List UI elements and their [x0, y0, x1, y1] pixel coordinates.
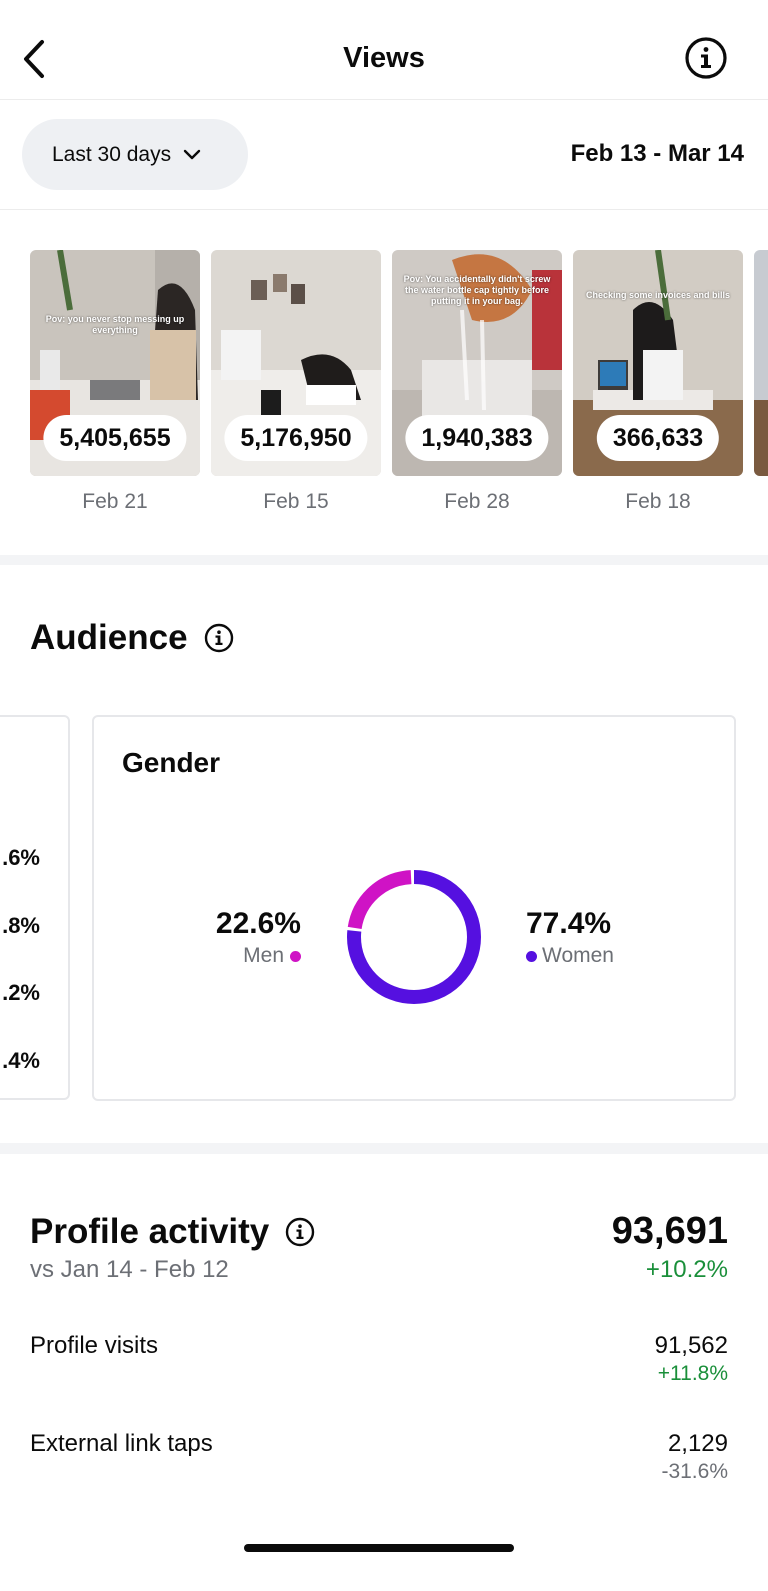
men-label: Men — [243, 944, 284, 967]
thumbnail-image — [754, 250, 768, 476]
audience-card-previous[interactable]: .6% .8% .2% .4% — [0, 715, 70, 1100]
thumbnail-date: Feb 15 — [263, 490, 329, 513]
content-thumbnail-partial[interactable] — [754, 250, 768, 476]
thumbnail-caption: Pov: You accidentally didn't screw the w… — [403, 274, 551, 306]
audience-heading: Audience — [30, 618, 234, 658]
profile-activity-total: 93,691 — [611, 1210, 728, 1252]
page-title: Views — [343, 42, 425, 74]
women-percent: 77.4% — [526, 907, 612, 940]
content-thumbnail[interactable]: Pov: You accidentally didn't screw the w… — [392, 250, 562, 476]
comparison-period: vs Jan 14 - Feb 12 — [30, 1256, 229, 1283]
men-legend: Men — [243, 944, 301, 968]
content-thumbnail[interactable]: 5,176,950 — [211, 250, 381, 476]
top-bar: Views — [0, 0, 768, 100]
top-content-strip: Pov: you never stop messing up everythin… — [0, 210, 768, 565]
men-percent: 22.6% — [215, 907, 301, 940]
thumbnail-date: Feb 28 — [444, 490, 510, 513]
women-label: Women — [542, 944, 614, 967]
gender-title: Gender — [122, 747, 221, 778]
info-icon[interactable] — [204, 623, 234, 653]
view-count: 366,633 — [596, 415, 720, 461]
men-arc — [347, 870, 481, 1004]
thumbnail-caption: Pov: you never stop messing up everythin… — [45, 314, 185, 335]
thumbnail-date: Feb 21 — [82, 490, 148, 513]
date-range-text: Feb 13 - Mar 14 — [570, 140, 744, 167]
profile-activity-heading: Profile activity — [30, 1212, 315, 1252]
thumbnail-date: Feb 18 — [625, 490, 691, 513]
date-range-row: Last 30 days Feb 13 - Mar 14 — [0, 100, 768, 210]
external-link-taps-change: -31.6% — [661, 1460, 728, 1483]
info-button[interactable] — [684, 36, 728, 80]
external-link-taps-label: External link taps — [30, 1430, 213, 1457]
women-legend: Women — [526, 944, 614, 968]
audience-title: Audience — [30, 618, 188, 657]
audience-percent: .4% — [2, 1048, 40, 1073]
profile-visits-change: +11.8% — [657, 1362, 728, 1385]
gender-donut-chart — [347, 870, 481, 1004]
chevron-left-icon — [24, 40, 44, 78]
profile-visits-value: 91,562 — [654, 1332, 728, 1359]
women-dot — [526, 950, 537, 962]
date-range-dropdown[interactable]: Last 30 days — [22, 119, 248, 190]
view-count: 1,940,383 — [405, 415, 549, 461]
back-button[interactable] — [18, 36, 54, 82]
chevron-down-icon — [183, 149, 201, 159]
content-thumbnail[interactable]: Checking some invoices and bills 366,633 — [573, 250, 743, 476]
info-icon[interactable] — [285, 1217, 315, 1247]
gender-card[interactable]: Gender 22.6% Men 77.4% Women — [92, 715, 736, 1101]
audience-percent: .6% — [2, 845, 40, 870]
home-indicator[interactable] — [244, 1544, 514, 1552]
audience-percent: .8% — [2, 913, 40, 938]
women-arc — [347, 870, 481, 1004]
section-divider — [0, 1143, 768, 1154]
profile-visits-label: Profile visits — [30, 1332, 159, 1359]
profile-activity-title: Profile activity — [30, 1212, 270, 1251]
info-icon — [685, 37, 727, 79]
external-link-taps-value: 2,129 — [667, 1430, 728, 1457]
audience-percent: .2% — [2, 980, 40, 1005]
profile-activity-change: +10.2% — [645, 1256, 728, 1283]
thumbnail-caption: Checking some invoices and bills — [585, 290, 731, 300]
content-thumbnail[interactable]: Pov: you never stop messing up everythin… — [30, 250, 200, 476]
date-range-label: Last 30 days — [52, 142, 172, 166]
view-count: 5,405,655 — [43, 415, 187, 461]
men-dot — [290, 950, 301, 962]
view-count: 5,176,950 — [224, 415, 368, 461]
